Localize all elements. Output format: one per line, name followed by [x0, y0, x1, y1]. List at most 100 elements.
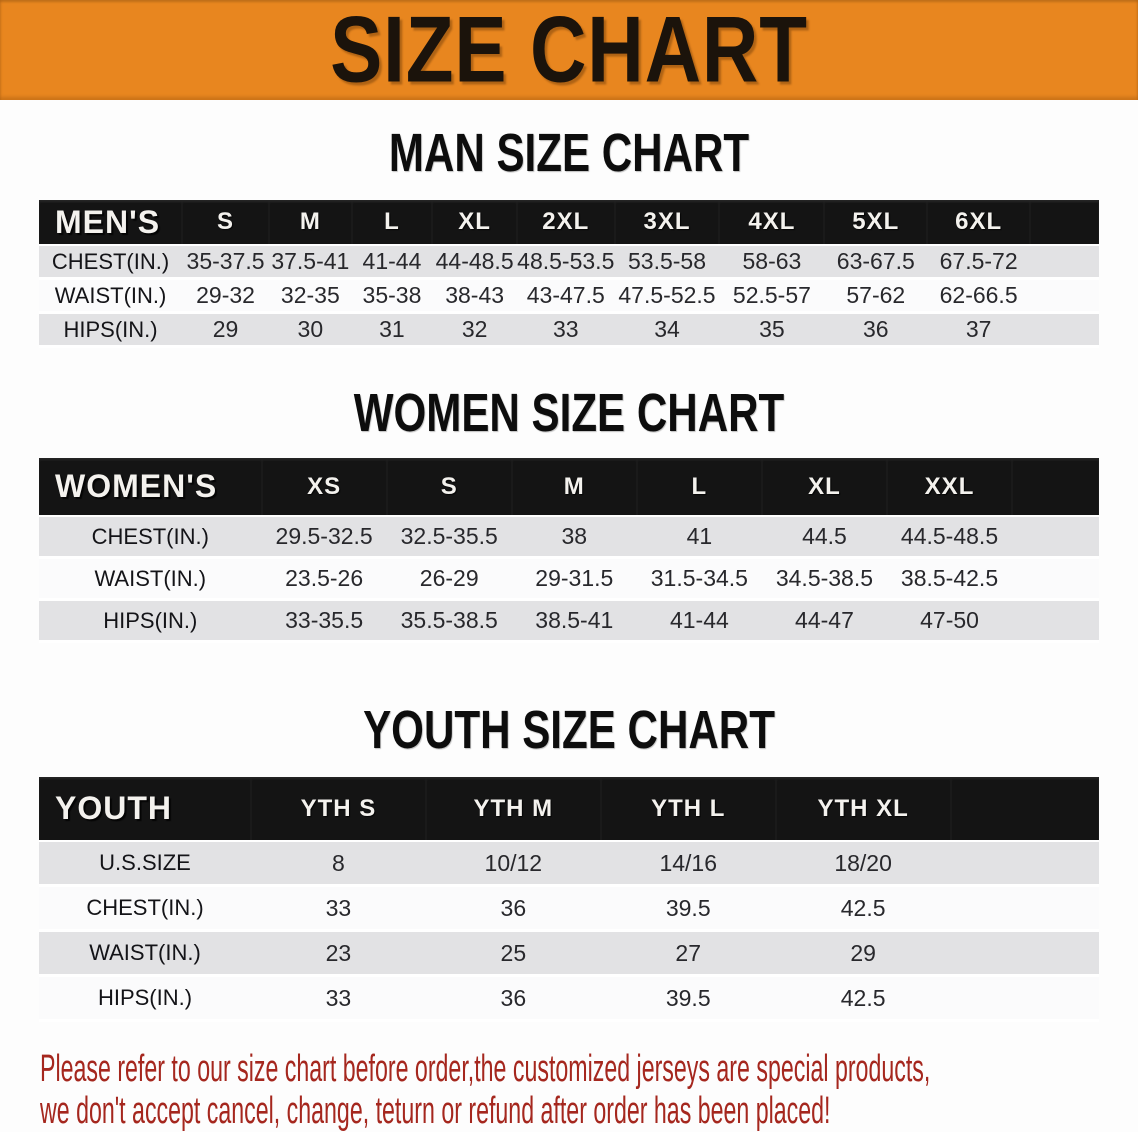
section-women: WOMEN SIZE CHART WOMEN'S XS S M L XL XXL CHEST(… — [0, 386, 1138, 643]
size-column-header: M — [269, 200, 352, 246]
measure-value-cell: 36 — [425, 977, 601, 1022]
row-filler-cell — [950, 842, 1099, 887]
size-column-header: XS — [261, 458, 387, 517]
measure-value-cell: 10/12 — [425, 842, 601, 887]
measure-value-cell: 31 — [351, 314, 433, 348]
measure-value-cell: 63-67.5 — [824, 246, 928, 280]
youth-size-table: YOUTH YTH S YTH M YTH L YTH XL U.S.SIZE 8 10/12… — [39, 777, 1099, 1022]
measure-value-cell: 62-66.5 — [927, 280, 1031, 314]
size-column-header: 2XL — [517, 200, 615, 246]
row-filler-cell — [1030, 246, 1099, 280]
measure-value-cell: 47.5-52.5 — [614, 280, 720, 314]
notice-line-1: Please refer to our size chart before or… — [40, 1048, 1138, 1090]
women-heading: WOMEN SIZE CHART — [0, 386, 1138, 440]
measure-value-cell: 38-43 — [432, 280, 518, 314]
measure-value-cell: 32-35 — [269, 280, 352, 314]
measure-value-cell: 33-35.5 — [261, 601, 387, 643]
size-column-header: S — [182, 200, 269, 246]
measure-label-cell: HIPS(IN.) — [39, 314, 183, 348]
measure-value-cell: 32 — [432, 314, 518, 348]
measure-label-cell: HIPS(IN.) — [39, 601, 262, 643]
measure-value-cell: 44.5 — [761, 517, 887, 559]
order-notice: Please refer to our size chart before or… — [40, 1048, 1138, 1132]
header-filler-cell — [950, 777, 1099, 842]
measure-value-cell: 36 — [425, 887, 601, 932]
header-filler-cell — [1012, 458, 1099, 517]
measure-value-cell: 58-63 — [719, 246, 825, 280]
measure-value-cell: 29-31.5 — [511, 559, 637, 601]
table-header-row: YOUTH YTH S YTH M YTH L YTH XL — [39, 777, 1099, 842]
size-column-header: 6XL — [927, 200, 1031, 246]
table-row: CHEST(IN.) 33 36 39.5 42.5 — [39, 887, 1099, 932]
measure-value-cell: 35-38 — [351, 280, 433, 314]
measure-value-cell: 38.5-41 — [511, 601, 637, 643]
table-row: CHEST(IN.) 29.5-32.5 32.5-35.5 38 41 44.5 44.5… — [39, 517, 1099, 559]
size-column-header: M — [511, 458, 637, 517]
table-row: HIPS(IN.) 33 36 39.5 42.5 — [39, 977, 1099, 1022]
table-row: U.S.SIZE 8 10/12 14/16 18/20 — [39, 842, 1099, 887]
size-column-header: YTH M — [425, 777, 601, 842]
size-column-header: L — [636, 458, 762, 517]
row-filler-cell — [1030, 314, 1099, 348]
size-column-header: XL — [761, 458, 887, 517]
measure-label-cell: HIPS(IN.) — [39, 977, 251, 1022]
measure-value-cell: 35-37.5 — [182, 246, 269, 280]
row-filler-cell — [950, 932, 1099, 977]
measure-value-cell: 35 — [719, 314, 825, 348]
measure-value-cell: 33 — [517, 314, 615, 348]
men-heading: MAN SIZE CHART — [0, 126, 1138, 180]
section-youth: YOUTH SIZE CHART YOUTH YTH S YTH M YTH L YTH… — [0, 703, 1138, 1022]
measure-value-cell: 57-62 — [824, 280, 928, 314]
measure-value-cell: 41-44 — [636, 601, 762, 643]
women-size-table: WOMEN'S XS S M L XL XXL CHEST(IN.) 29.5-32.5 32.5… — [39, 458, 1099, 643]
men-size-table: MEN'S S M L XL 2XL 3XL 4XL 5XL 6XL CHEST(IN.) 35-37… — [39, 200, 1099, 348]
size-column-header: YTH XL — [775, 777, 951, 842]
measure-value-cell: 25 — [425, 932, 601, 977]
notice-line-2-text: we don't accept cancel, change, teturn o… — [40, 1090, 831, 1132]
measure-value-cell: 29-32 — [182, 280, 269, 314]
measure-value-cell: 23.5-26 — [261, 559, 387, 601]
table-row: WAIST(IN.) 23.5-26 26-29 29-31.5 31.5-34.5 34… — [39, 559, 1099, 601]
measure-value-cell: 33 — [251, 887, 426, 932]
measure-value-cell: 39.5 — [600, 887, 776, 932]
youth-heading: YOUTH SIZE CHART — [0, 703, 1138, 757]
measure-value-cell: 26-29 — [386, 559, 512, 601]
row-filler-cell — [1012, 601, 1099, 643]
table-title-cell: YOUTH — [39, 777, 251, 842]
banner-title: SIZE CHART — [330, 0, 808, 103]
measure-label-cell: CHEST(IN.) — [39, 246, 183, 280]
size-column-header: S — [386, 458, 512, 517]
youth-heading-text: YOUTH SIZE CHART — [363, 700, 775, 760]
size-column-header: 3XL — [614, 200, 720, 246]
measure-label-cell: WAIST(IN.) — [39, 932, 251, 977]
measure-value-cell: 31.5-34.5 — [636, 559, 762, 601]
row-filler-cell — [1012, 559, 1099, 601]
size-column-header: 5XL — [824, 200, 928, 246]
size-column-header: L — [351, 200, 433, 246]
measure-value-cell: 29 — [182, 314, 269, 348]
measure-value-cell: 33 — [251, 977, 426, 1022]
women-heading-text: WOMEN SIZE CHART — [353, 383, 785, 443]
measure-value-cell: 67.5-72 — [927, 246, 1031, 280]
measure-value-cell: 34.5-38.5 — [761, 559, 887, 601]
row-filler-cell — [1030, 280, 1099, 314]
measure-value-cell: 53.5-58 — [614, 246, 720, 280]
measure-value-cell: 30 — [269, 314, 352, 348]
notice-line-2: we don't accept cancel, change, teturn o… — [40, 1090, 1138, 1132]
measure-value-cell: 43-47.5 — [517, 280, 615, 314]
size-column-header: YTH L — [600, 777, 776, 842]
measure-value-cell: 29 — [775, 932, 951, 977]
measure-value-cell: 27 — [600, 932, 776, 977]
measure-value-cell: 29.5-32.5 — [261, 517, 387, 559]
measure-value-cell: 47-50 — [886, 601, 1013, 643]
size-column-header: YTH S — [251, 777, 426, 842]
size-column-header: 4XL — [719, 200, 825, 246]
measure-value-cell: 37.5-41 — [269, 246, 352, 280]
table-row: HIPS(IN.) 29 30 31 32 33 34 35 36 37 — [39, 314, 1099, 348]
size-column-header: XL — [432, 200, 518, 246]
measure-value-cell: 38.5-42.5 — [886, 559, 1013, 601]
header-filler-cell — [1030, 200, 1099, 246]
table-row: CHEST(IN.) 35-37.5 37.5-41 41-44 44-48.5 48.5… — [39, 246, 1099, 280]
row-filler-cell — [950, 977, 1099, 1022]
